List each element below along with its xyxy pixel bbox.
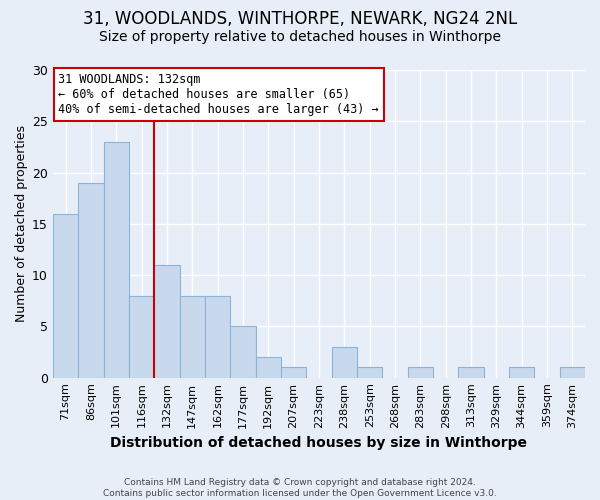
- Bar: [256, 357, 281, 378]
- Text: Contains HM Land Registry data © Crown copyright and database right 2024.
Contai: Contains HM Land Registry data © Crown c…: [103, 478, 497, 498]
- Text: 31 WOODLANDS: 132sqm
← 60% of detached houses are smaller (65)
40% of semi-detac: 31 WOODLANDS: 132sqm ← 60% of detached h…: [58, 73, 379, 116]
- Bar: [154, 265, 179, 378]
- Bar: [104, 142, 129, 378]
- Bar: [205, 296, 230, 378]
- Bar: [179, 296, 205, 378]
- Text: 31, WOODLANDS, WINTHORPE, NEWARK, NG24 2NL: 31, WOODLANDS, WINTHORPE, NEWARK, NG24 2…: [83, 10, 517, 28]
- Bar: [230, 326, 256, 378]
- Bar: [357, 368, 382, 378]
- Y-axis label: Number of detached properties: Number of detached properties: [15, 126, 28, 322]
- Bar: [332, 347, 357, 378]
- Bar: [281, 368, 306, 378]
- Bar: [560, 368, 585, 378]
- Text: Size of property relative to detached houses in Winthorpe: Size of property relative to detached ho…: [99, 30, 501, 44]
- Bar: [53, 214, 78, 378]
- Bar: [407, 368, 433, 378]
- Bar: [458, 368, 484, 378]
- Bar: [129, 296, 154, 378]
- X-axis label: Distribution of detached houses by size in Winthorpe: Distribution of detached houses by size …: [110, 436, 527, 450]
- Bar: [509, 368, 535, 378]
- Bar: [78, 183, 104, 378]
